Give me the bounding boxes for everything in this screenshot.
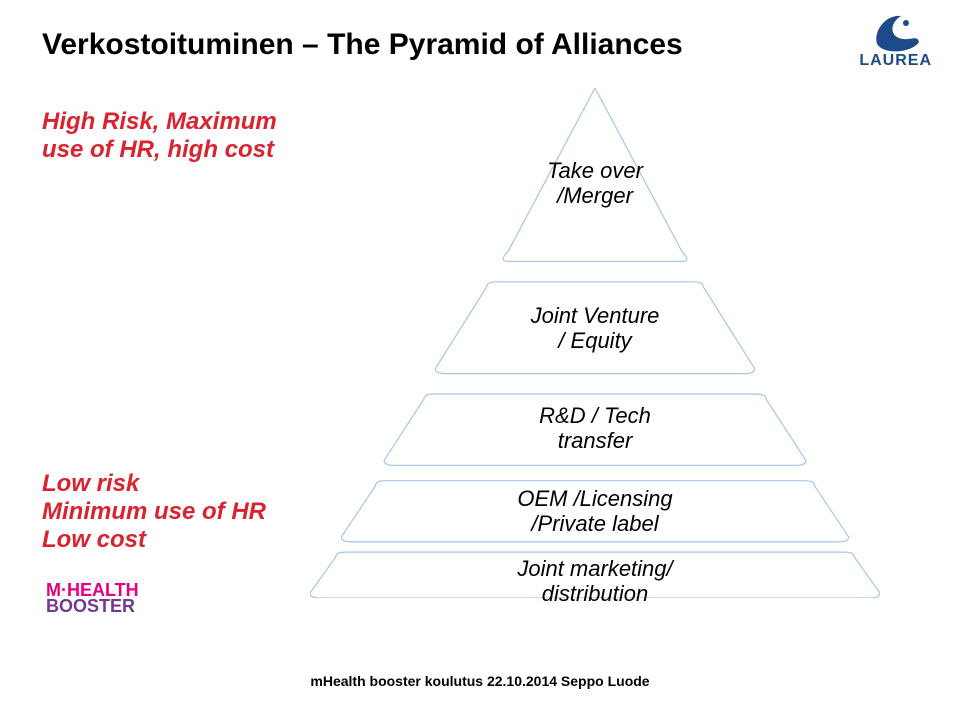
mhealth-booster-logo: M·HEALTHBOOSTER [46, 582, 139, 614]
label-high-risk: High Risk, Maximumuse of HR, high cost [42, 108, 277, 164]
booster-line2: BOOSTER [46, 596, 135, 616]
pyramid-tier-label-1: Joint Venture/ Equity [310, 303, 880, 354]
brand-name: LAUREA [859, 52, 932, 70]
brand-logo: LAUREA [859, 12, 932, 70]
label-text: Low risk [42, 470, 139, 497]
pyramid-tier-label-2: R&D / Techtransfer [310, 403, 880, 454]
slide-root: Verkostoituminen – The Pyramid of Allian… [0, 0, 960, 707]
pyramid-tier-label-4: Joint marketing/distribution [310, 556, 880, 607]
label-text: use of HR, high cost [42, 136, 274, 163]
label-low-risk: Low riskMinimum use of HRLow cost [42, 470, 266, 554]
pyramid-tier-label-3: OEM /Licensing/Private label [310, 486, 880, 537]
pyramid-tier-label-0: Take over/Merger [310, 158, 880, 209]
label-text: High Risk, Maximum [42, 108, 277, 135]
slide-title: Verkostoituminen – The Pyramid of Allian… [42, 28, 683, 62]
label-text: Minimum use of HR [42, 498, 266, 525]
laurea-logo-icon [869, 12, 923, 52]
label-text: Low cost [42, 526, 146, 553]
alliance-pyramid: Take over/Merger Joint Venture/ Equity R… [310, 88, 880, 598]
slide-footer: mHealth booster koulutus 22.10.2014 Sepp… [0, 673, 960, 689]
